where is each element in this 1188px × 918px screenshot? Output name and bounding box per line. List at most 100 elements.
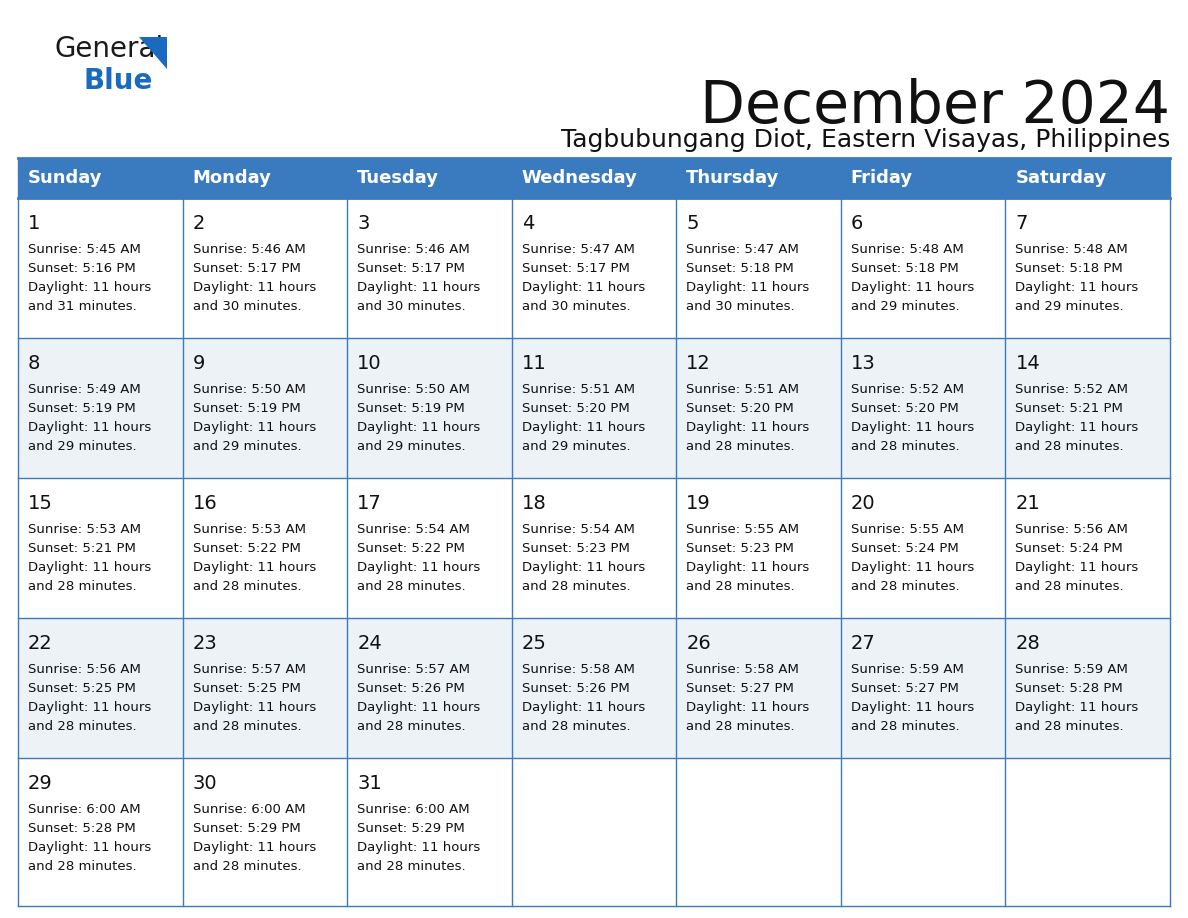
Bar bbox=[18, 338, 1170, 478]
Text: and 28 minutes.: and 28 minutes. bbox=[29, 580, 137, 593]
Text: Daylight: 11 hours: Daylight: 11 hours bbox=[192, 421, 316, 434]
Text: Sunset: 5:18 PM: Sunset: 5:18 PM bbox=[1016, 262, 1123, 275]
Text: Monday: Monday bbox=[192, 169, 271, 187]
Text: Sunset: 5:18 PM: Sunset: 5:18 PM bbox=[687, 262, 794, 275]
Text: and 28 minutes.: and 28 minutes. bbox=[1016, 580, 1124, 593]
Text: Daylight: 11 hours: Daylight: 11 hours bbox=[851, 281, 974, 294]
Text: Daylight: 11 hours: Daylight: 11 hours bbox=[358, 561, 480, 574]
Text: 31: 31 bbox=[358, 774, 381, 793]
Text: Sunrise: 5:47 AM: Sunrise: 5:47 AM bbox=[687, 243, 800, 256]
Text: 27: 27 bbox=[851, 634, 876, 653]
Text: Sunset: 5:24 PM: Sunset: 5:24 PM bbox=[1016, 542, 1123, 555]
Text: Daylight: 11 hours: Daylight: 11 hours bbox=[358, 421, 480, 434]
Text: 26: 26 bbox=[687, 634, 712, 653]
Text: Sunrise: 5:56 AM: Sunrise: 5:56 AM bbox=[29, 663, 141, 676]
Text: 11: 11 bbox=[522, 354, 546, 373]
Text: and 30 minutes.: and 30 minutes. bbox=[522, 300, 631, 313]
Text: Saturday: Saturday bbox=[1016, 169, 1107, 187]
Text: Daylight: 11 hours: Daylight: 11 hours bbox=[522, 281, 645, 294]
Text: Sunset: 5:22 PM: Sunset: 5:22 PM bbox=[192, 542, 301, 555]
Text: 13: 13 bbox=[851, 354, 876, 373]
Text: Sunrise: 5:58 AM: Sunrise: 5:58 AM bbox=[522, 663, 634, 676]
Text: Sunset: 5:29 PM: Sunset: 5:29 PM bbox=[358, 822, 465, 835]
Text: Tuesday: Tuesday bbox=[358, 169, 440, 187]
Text: Sunset: 5:27 PM: Sunset: 5:27 PM bbox=[851, 682, 959, 695]
Text: and 28 minutes.: and 28 minutes. bbox=[687, 580, 795, 593]
Text: 25: 25 bbox=[522, 634, 546, 653]
Text: Daylight: 11 hours: Daylight: 11 hours bbox=[192, 841, 316, 854]
Text: 1: 1 bbox=[29, 214, 40, 233]
Text: and 28 minutes.: and 28 minutes. bbox=[358, 720, 466, 733]
Text: Sunrise: 5:54 AM: Sunrise: 5:54 AM bbox=[358, 523, 470, 536]
Text: Daylight: 11 hours: Daylight: 11 hours bbox=[29, 841, 151, 854]
Text: General: General bbox=[55, 35, 164, 63]
Text: Daylight: 11 hours: Daylight: 11 hours bbox=[1016, 701, 1138, 714]
Text: and 28 minutes.: and 28 minutes. bbox=[29, 860, 137, 873]
Text: Sunset: 5:17 PM: Sunset: 5:17 PM bbox=[358, 262, 465, 275]
Text: Sunrise: 5:45 AM: Sunrise: 5:45 AM bbox=[29, 243, 141, 256]
Text: Sunrise: 5:46 AM: Sunrise: 5:46 AM bbox=[358, 243, 470, 256]
Text: Tagbubungang Diot, Eastern Visayas, Philippines: Tagbubungang Diot, Eastern Visayas, Phil… bbox=[561, 128, 1170, 152]
Bar bbox=[18, 478, 1170, 618]
Text: and 29 minutes.: and 29 minutes. bbox=[851, 300, 960, 313]
Text: Sunset: 5:24 PM: Sunset: 5:24 PM bbox=[851, 542, 959, 555]
Text: Sunrise: 5:53 AM: Sunrise: 5:53 AM bbox=[192, 523, 305, 536]
Text: 14: 14 bbox=[1016, 354, 1041, 373]
Text: and 30 minutes.: and 30 minutes. bbox=[192, 300, 302, 313]
Text: Sunrise: 5:50 AM: Sunrise: 5:50 AM bbox=[192, 383, 305, 396]
Text: Daylight: 11 hours: Daylight: 11 hours bbox=[1016, 561, 1138, 574]
Text: Sunrise: 5:58 AM: Sunrise: 5:58 AM bbox=[687, 663, 800, 676]
Text: Sunset: 5:19 PM: Sunset: 5:19 PM bbox=[192, 402, 301, 415]
Text: Sunrise: 6:00 AM: Sunrise: 6:00 AM bbox=[358, 803, 469, 816]
Text: Sunset: 5:16 PM: Sunset: 5:16 PM bbox=[29, 262, 135, 275]
Text: Sunrise: 5:55 AM: Sunrise: 5:55 AM bbox=[687, 523, 800, 536]
Text: and 28 minutes.: and 28 minutes. bbox=[192, 860, 302, 873]
Text: Sunrise: 5:47 AM: Sunrise: 5:47 AM bbox=[522, 243, 634, 256]
Bar bbox=[18, 198, 1170, 338]
Text: Sunset: 5:21 PM: Sunset: 5:21 PM bbox=[1016, 402, 1124, 415]
Text: 21: 21 bbox=[1016, 494, 1041, 513]
Text: Sunset: 5:18 PM: Sunset: 5:18 PM bbox=[851, 262, 959, 275]
Text: Sunrise: 5:57 AM: Sunrise: 5:57 AM bbox=[192, 663, 305, 676]
Text: Sunrise: 5:50 AM: Sunrise: 5:50 AM bbox=[358, 383, 470, 396]
Text: 8: 8 bbox=[29, 354, 40, 373]
Bar bbox=[18, 158, 1170, 198]
Text: 30: 30 bbox=[192, 774, 217, 793]
Text: Sunset: 5:19 PM: Sunset: 5:19 PM bbox=[29, 402, 135, 415]
Text: and 28 minutes.: and 28 minutes. bbox=[522, 580, 631, 593]
Text: Daylight: 11 hours: Daylight: 11 hours bbox=[192, 561, 316, 574]
Text: Daylight: 11 hours: Daylight: 11 hours bbox=[687, 701, 809, 714]
Text: and 28 minutes.: and 28 minutes. bbox=[687, 720, 795, 733]
Text: 6: 6 bbox=[851, 214, 864, 233]
Text: and 28 minutes.: and 28 minutes. bbox=[687, 440, 795, 453]
Text: and 30 minutes.: and 30 minutes. bbox=[687, 300, 795, 313]
Text: Daylight: 11 hours: Daylight: 11 hours bbox=[522, 701, 645, 714]
Text: Daylight: 11 hours: Daylight: 11 hours bbox=[687, 561, 809, 574]
Text: Sunset: 5:25 PM: Sunset: 5:25 PM bbox=[29, 682, 135, 695]
Text: and 30 minutes.: and 30 minutes. bbox=[358, 300, 466, 313]
Text: Daylight: 11 hours: Daylight: 11 hours bbox=[687, 281, 809, 294]
Text: Daylight: 11 hours: Daylight: 11 hours bbox=[851, 421, 974, 434]
Text: Sunset: 5:21 PM: Sunset: 5:21 PM bbox=[29, 542, 135, 555]
Text: Daylight: 11 hours: Daylight: 11 hours bbox=[522, 421, 645, 434]
Text: Sunrise: 5:52 AM: Sunrise: 5:52 AM bbox=[1016, 383, 1129, 396]
Text: Sunset: 5:25 PM: Sunset: 5:25 PM bbox=[192, 682, 301, 695]
Text: 23: 23 bbox=[192, 634, 217, 653]
Text: 28: 28 bbox=[1016, 634, 1041, 653]
Text: Sunset: 5:17 PM: Sunset: 5:17 PM bbox=[192, 262, 301, 275]
Text: Sunset: 5:20 PM: Sunset: 5:20 PM bbox=[522, 402, 630, 415]
Text: and 28 minutes.: and 28 minutes. bbox=[851, 440, 960, 453]
Text: Sunset: 5:23 PM: Sunset: 5:23 PM bbox=[687, 542, 794, 555]
Text: and 28 minutes.: and 28 minutes. bbox=[29, 720, 137, 733]
Text: Sunrise: 6:00 AM: Sunrise: 6:00 AM bbox=[29, 803, 140, 816]
Text: and 29 minutes.: and 29 minutes. bbox=[522, 440, 631, 453]
Text: Daylight: 11 hours: Daylight: 11 hours bbox=[358, 701, 480, 714]
Text: 2: 2 bbox=[192, 214, 206, 233]
Text: Thursday: Thursday bbox=[687, 169, 779, 187]
Text: Sunrise: 5:53 AM: Sunrise: 5:53 AM bbox=[29, 523, 141, 536]
Text: 4: 4 bbox=[522, 214, 535, 233]
Text: Sunset: 5:20 PM: Sunset: 5:20 PM bbox=[851, 402, 959, 415]
Text: Sunrise: 5:51 AM: Sunrise: 5:51 AM bbox=[687, 383, 800, 396]
Text: Sunset: 5:28 PM: Sunset: 5:28 PM bbox=[29, 822, 135, 835]
Text: Daylight: 11 hours: Daylight: 11 hours bbox=[358, 281, 480, 294]
